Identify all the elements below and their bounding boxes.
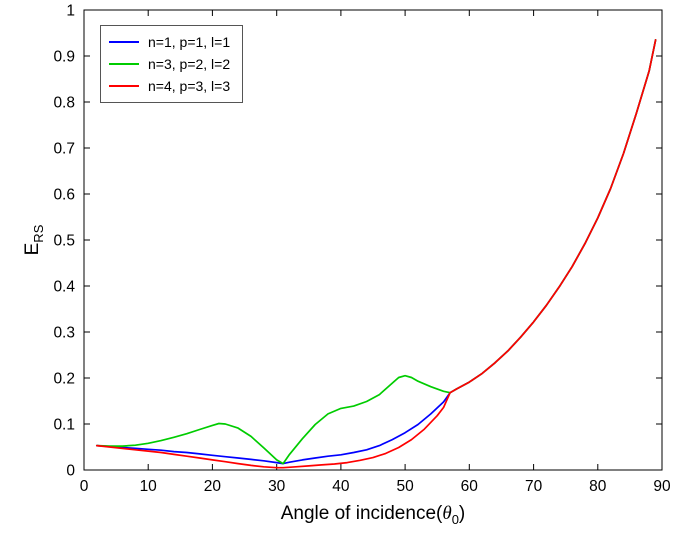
svg-text:1: 1 (66, 3, 75, 20)
svg-text:60: 60 (461, 478, 479, 495)
svg-text:0.1: 0.1 (53, 417, 75, 434)
legend-line-sample (109, 63, 139, 65)
svg-text:0: 0 (66, 463, 75, 480)
legend-label: n=3, p=2, l=2 (148, 56, 231, 72)
legend-label: n=1, p=1, l=1 (148, 34, 231, 50)
legend-line-sample (109, 41, 139, 43)
svg-text:0.4: 0.4 (53, 279, 75, 296)
svg-text:10: 10 (140, 478, 158, 495)
legend-label: n=4, p=3, l=3 (148, 78, 231, 94)
svg-text:40: 40 (332, 478, 350, 495)
svg-text:0: 0 (80, 478, 89, 495)
svg-text:0.3: 0.3 (53, 325, 75, 342)
svg-text:20: 20 (204, 478, 222, 495)
legend-item: n=3, p=2, l=2 (109, 54, 230, 74)
svg-text:30: 30 (268, 478, 286, 495)
svg-text:0.5: 0.5 (53, 233, 75, 250)
svg-text:0.7: 0.7 (53, 141, 75, 158)
legend-item: n=4, p=3, l=3 (109, 76, 230, 96)
x-axis-label: Angle of incidence(θ0) (280, 503, 466, 527)
svg-text:0.6: 0.6 (53, 187, 75, 204)
svg-text:0.8: 0.8 (53, 95, 75, 112)
legend-line-sample (109, 85, 139, 87)
y-axis-label: ERS (22, 224, 46, 256)
svg-text:70: 70 (525, 478, 543, 495)
svg-text:50: 50 (396, 478, 414, 495)
svg-text:0.2: 0.2 (53, 371, 75, 388)
legend: n=1, p=1, l=1 n=3, p=2, l=2 n=4, p=3, l=3 (100, 25, 244, 103)
svg-text:80: 80 (589, 478, 607, 495)
svg-text:90: 90 (653, 478, 671, 495)
svg-text:0.9: 0.9 (53, 49, 75, 66)
legend-item: n=1, p=1, l=1 (109, 32, 230, 52)
